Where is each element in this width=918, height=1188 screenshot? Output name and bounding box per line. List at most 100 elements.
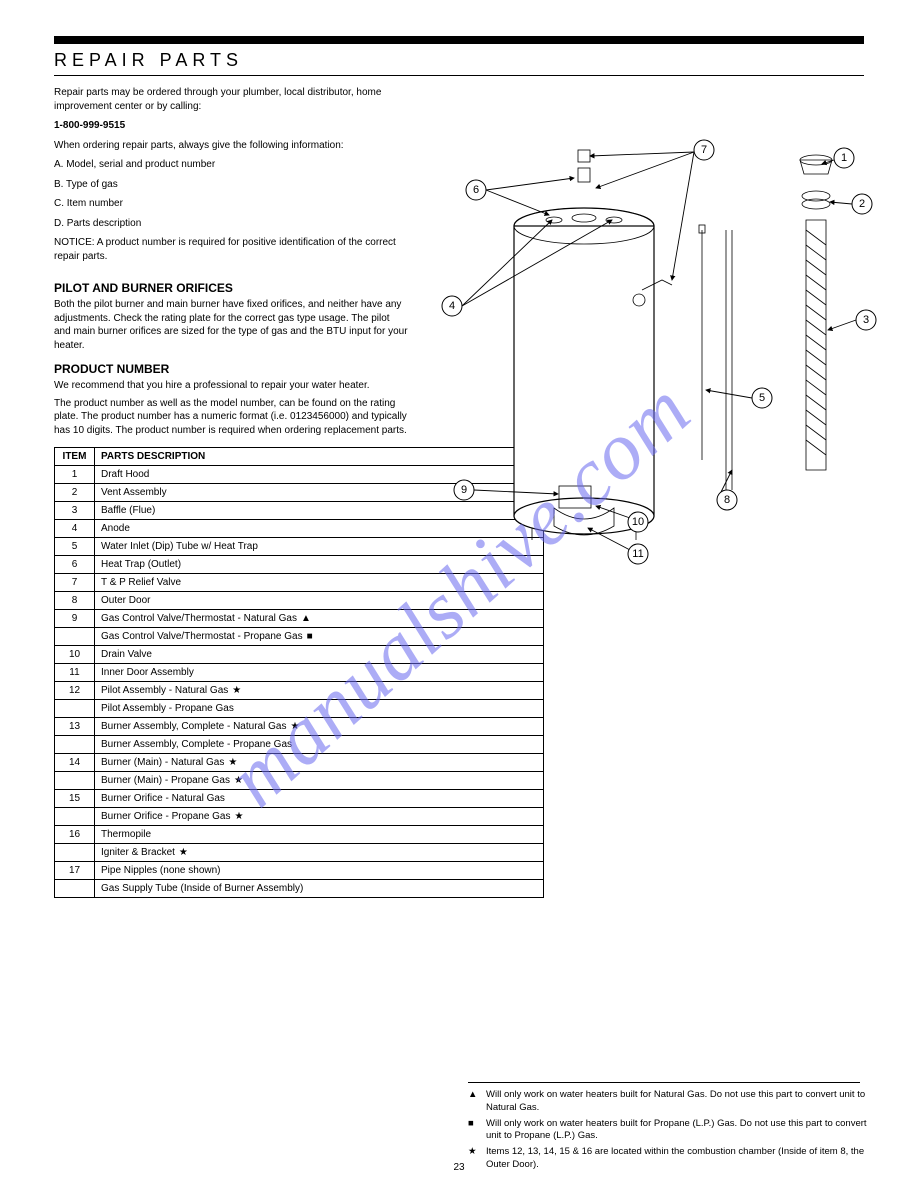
marker-icon: ★ [234, 775, 243, 786]
marker-icon: ★ [228, 757, 237, 768]
item-number: 9 [55, 610, 95, 628]
table-row: 12Pilot Assembly - Natural Gas★ [55, 682, 544, 700]
marker-icon: ★ [290, 721, 299, 732]
footnote-natgas: ▲ Will only work on water heaters built … [468, 1089, 868, 1115]
sec1-body: Both the pilot burner and main burner ha… [54, 298, 409, 352]
table-row: 10Drain Valve [55, 646, 544, 664]
page-number: 23 [0, 1162, 918, 1173]
marker-icon: ■ [307, 631, 313, 642]
item-number: 14 [55, 754, 95, 772]
item-desc: Burner Assembly, Complete - Natural Gas★ [95, 718, 544, 736]
sec2-body1: We recommend that you hire a professiona… [54, 379, 409, 393]
item-desc: Pilot Assembly - Propane Gas [95, 700, 544, 718]
section-product-number: PRODUCT NUMBER We recommend that you hir… [54, 362, 409, 437]
marker-icon: ★ [179, 847, 188, 858]
table-row: 7T & P Relief Valve [55, 574, 544, 592]
item-desc: Burner (Main) - Natural Gas★ [95, 754, 544, 772]
table-row: Igniter & Bracket★ [55, 844, 544, 862]
page-title: REPAIR PARTS [54, 50, 864, 71]
table-row: Gas Supply Tube (Inside of Burner Assemb… [55, 880, 544, 898]
item-number: 13 [55, 718, 95, 736]
callout-number: 10 [632, 516, 644, 528]
item-number [55, 628, 95, 646]
callout-number: 3 [863, 314, 869, 326]
item-number: 2 [55, 484, 95, 502]
item-desc: Burner (Main) - Propane Gas★ [95, 772, 544, 790]
section-orifices: PILOT AND BURNER ORIFICES Both the pilot… [54, 281, 409, 352]
item-desc: Burner Orifice - Propane Gas★ [95, 808, 544, 826]
callout-number: 1 [841, 152, 847, 164]
item-number: 15 [55, 790, 95, 808]
table-row: 15Burner Orifice - Natural Gas [55, 790, 544, 808]
callout-number: 4 [449, 300, 455, 312]
intro-li1: A. Model, serial and product number [54, 158, 409, 172]
table-row: 8Outer Door [55, 592, 544, 610]
triangle-icon: ▲ [468, 1089, 486, 1115]
table-row: 13Burner Assembly, Complete - Natural Ga… [55, 718, 544, 736]
item-desc: Burner Assembly, Complete - Propane Gas [95, 736, 544, 754]
callout-number: 7 [701, 144, 707, 156]
item-number: 3 [55, 502, 95, 520]
intro-li4: D. Parts description [54, 217, 409, 231]
item-number: 5 [55, 538, 95, 556]
item-number [55, 736, 95, 754]
item-desc: T & P Relief Valve [95, 574, 544, 592]
sec2-body2: The product number as well as the model … [54, 397, 409, 438]
thin-rule [54, 75, 864, 76]
callout-number: 8 [724, 494, 730, 506]
item-number: 4 [55, 520, 95, 538]
footnotes: ▲ Will only work on water heaters built … [468, 1082, 868, 1175]
table-row: Burner (Main) - Propane Gas★ [55, 772, 544, 790]
sec1-title: PILOT AND BURNER ORIFICES [54, 281, 409, 295]
item-desc: Inner Door Assembly [95, 664, 544, 682]
col-header-item: ITEM [55, 448, 95, 466]
sec2-title: PRODUCT NUMBER [54, 362, 409, 376]
item-desc: Gas Control Valve/Thermostat - Propane G… [95, 628, 544, 646]
item-number [55, 808, 95, 826]
item-number [55, 844, 95, 862]
exploded-diagram: 6497123581011 [414, 130, 890, 570]
item-number [55, 700, 95, 718]
footnote-text: Will only work on water heaters built fo… [486, 1118, 868, 1144]
item-number: 17 [55, 862, 95, 880]
intro-li3: C. Item number [54, 197, 409, 211]
top-heavy-rule [54, 36, 864, 44]
table-row: Gas Control Valve/Thermostat - Propane G… [55, 628, 544, 646]
table-row: 14Burner (Main) - Natural Gas★ [55, 754, 544, 772]
intro-li2: B. Type of gas [54, 178, 409, 192]
item-desc: Outer Door [95, 592, 544, 610]
item-number: 12 [55, 682, 95, 700]
item-desc: Gas Control Valve/Thermostat - Natural G… [95, 610, 544, 628]
table-row: 17Pipe Nipples (none shown) [55, 862, 544, 880]
item-desc: Pilot Assembly - Natural Gas★ [95, 682, 544, 700]
item-number: 11 [55, 664, 95, 682]
table-row: 16Thermopile [55, 826, 544, 844]
item-number: 6 [55, 556, 95, 574]
item-desc: Pipe Nipples (none shown) [95, 862, 544, 880]
item-number: 7 [55, 574, 95, 592]
footnote-text: Will only work on water heaters built fo… [486, 1089, 868, 1115]
intro-p2: When ordering repair parts, always give … [54, 139, 409, 153]
marker-icon: ★ [232, 685, 241, 696]
intro-block: Repair parts may be ordered through your… [54, 86, 409, 263]
callout-number: 9 [461, 484, 467, 496]
table-row: Burner Assembly, Complete - Propane Gas [55, 736, 544, 754]
item-desc: Drain Valve [95, 646, 544, 664]
table-row: Pilot Assembly - Propane Gas [55, 700, 544, 718]
square-icon: ■ [468, 1118, 486, 1144]
item-number: 8 [55, 592, 95, 610]
callout-number: 2 [859, 198, 865, 210]
intro-p1: Repair parts may be ordered through your… [54, 86, 409, 113]
callout-number: 6 [473, 184, 479, 196]
marker-icon: ▲ [301, 613, 311, 624]
item-number [55, 880, 95, 898]
item-number: 1 [55, 466, 95, 484]
item-desc: Thermopile [95, 826, 544, 844]
intro-note: NOTICE: A product number is required for… [54, 236, 409, 263]
item-desc: Igniter & Bracket★ [95, 844, 544, 862]
callout-number: 11 [632, 548, 643, 560]
table-row: Burner Orifice - Propane Gas★ [55, 808, 544, 826]
footnote-propane: ■ Will only work on water heaters built … [468, 1118, 868, 1144]
table-row: 9Gas Control Valve/Thermostat - Natural … [55, 610, 544, 628]
item-number [55, 772, 95, 790]
